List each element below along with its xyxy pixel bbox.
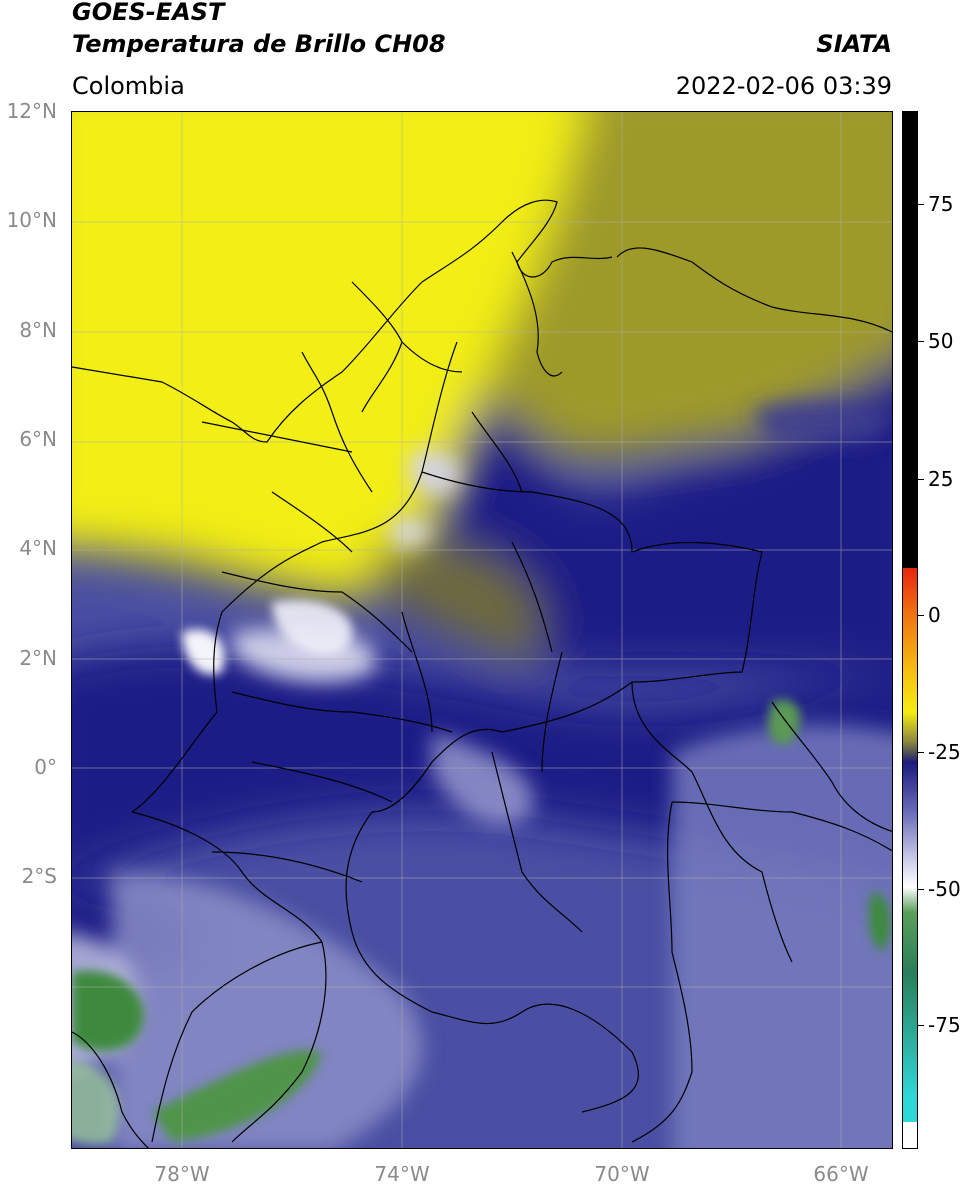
colorbar-tick bbox=[918, 341, 924, 342]
lat-label: 6°N bbox=[19, 427, 57, 451]
lat-label: 2°S bbox=[21, 864, 57, 888]
region-label: Colombia bbox=[72, 72, 185, 100]
lat-label: 8°N bbox=[19, 318, 57, 342]
timestamp: 2022-02-06 03:39 bbox=[675, 72, 892, 100]
satellite-title: GOES-EAST bbox=[72, 0, 225, 26]
colorbar-label: 75 bbox=[928, 192, 954, 216]
lon-label: 70°W bbox=[594, 1162, 650, 1186]
lon-label: 66°W bbox=[813, 1162, 869, 1186]
borders bbox=[72, 199, 892, 1148]
colorbar-label: -50 bbox=[928, 877, 961, 901]
lon-label: 78°W bbox=[154, 1162, 210, 1186]
graticule bbox=[72, 112, 892, 1148]
lat-label: 2°N bbox=[19, 646, 57, 670]
colorbar-tick bbox=[918, 889, 924, 890]
product-title: Temperatura de Brillo CH08 bbox=[72, 30, 446, 58]
temperature-colorbar bbox=[902, 111, 918, 1149]
colorbar-tick bbox=[918, 1025, 924, 1026]
lat-label: 12°N bbox=[6, 99, 57, 123]
lat-label: 10°N bbox=[6, 208, 57, 232]
colorbar-label: -25 bbox=[928, 740, 961, 764]
lat-label: 4°N bbox=[19, 536, 57, 560]
colorbar-tick bbox=[918, 204, 924, 205]
colorbar-tick bbox=[918, 479, 924, 480]
lat-label: 0° bbox=[34, 755, 57, 779]
colorbar-label: 25 bbox=[928, 467, 954, 491]
colorbar-label: 0 bbox=[928, 603, 941, 627]
agency-label: SIATA bbox=[816, 30, 892, 58]
colorbar-tick bbox=[918, 615, 924, 616]
satellite-map bbox=[71, 111, 893, 1149]
colorbar-label: -75 bbox=[928, 1013, 961, 1037]
brightness-temperature-image bbox=[72, 112, 892, 1148]
colorbar-label: 50 bbox=[928, 329, 954, 353]
lon-label: 74°W bbox=[374, 1162, 430, 1186]
colorbar-tick bbox=[918, 752, 924, 753]
